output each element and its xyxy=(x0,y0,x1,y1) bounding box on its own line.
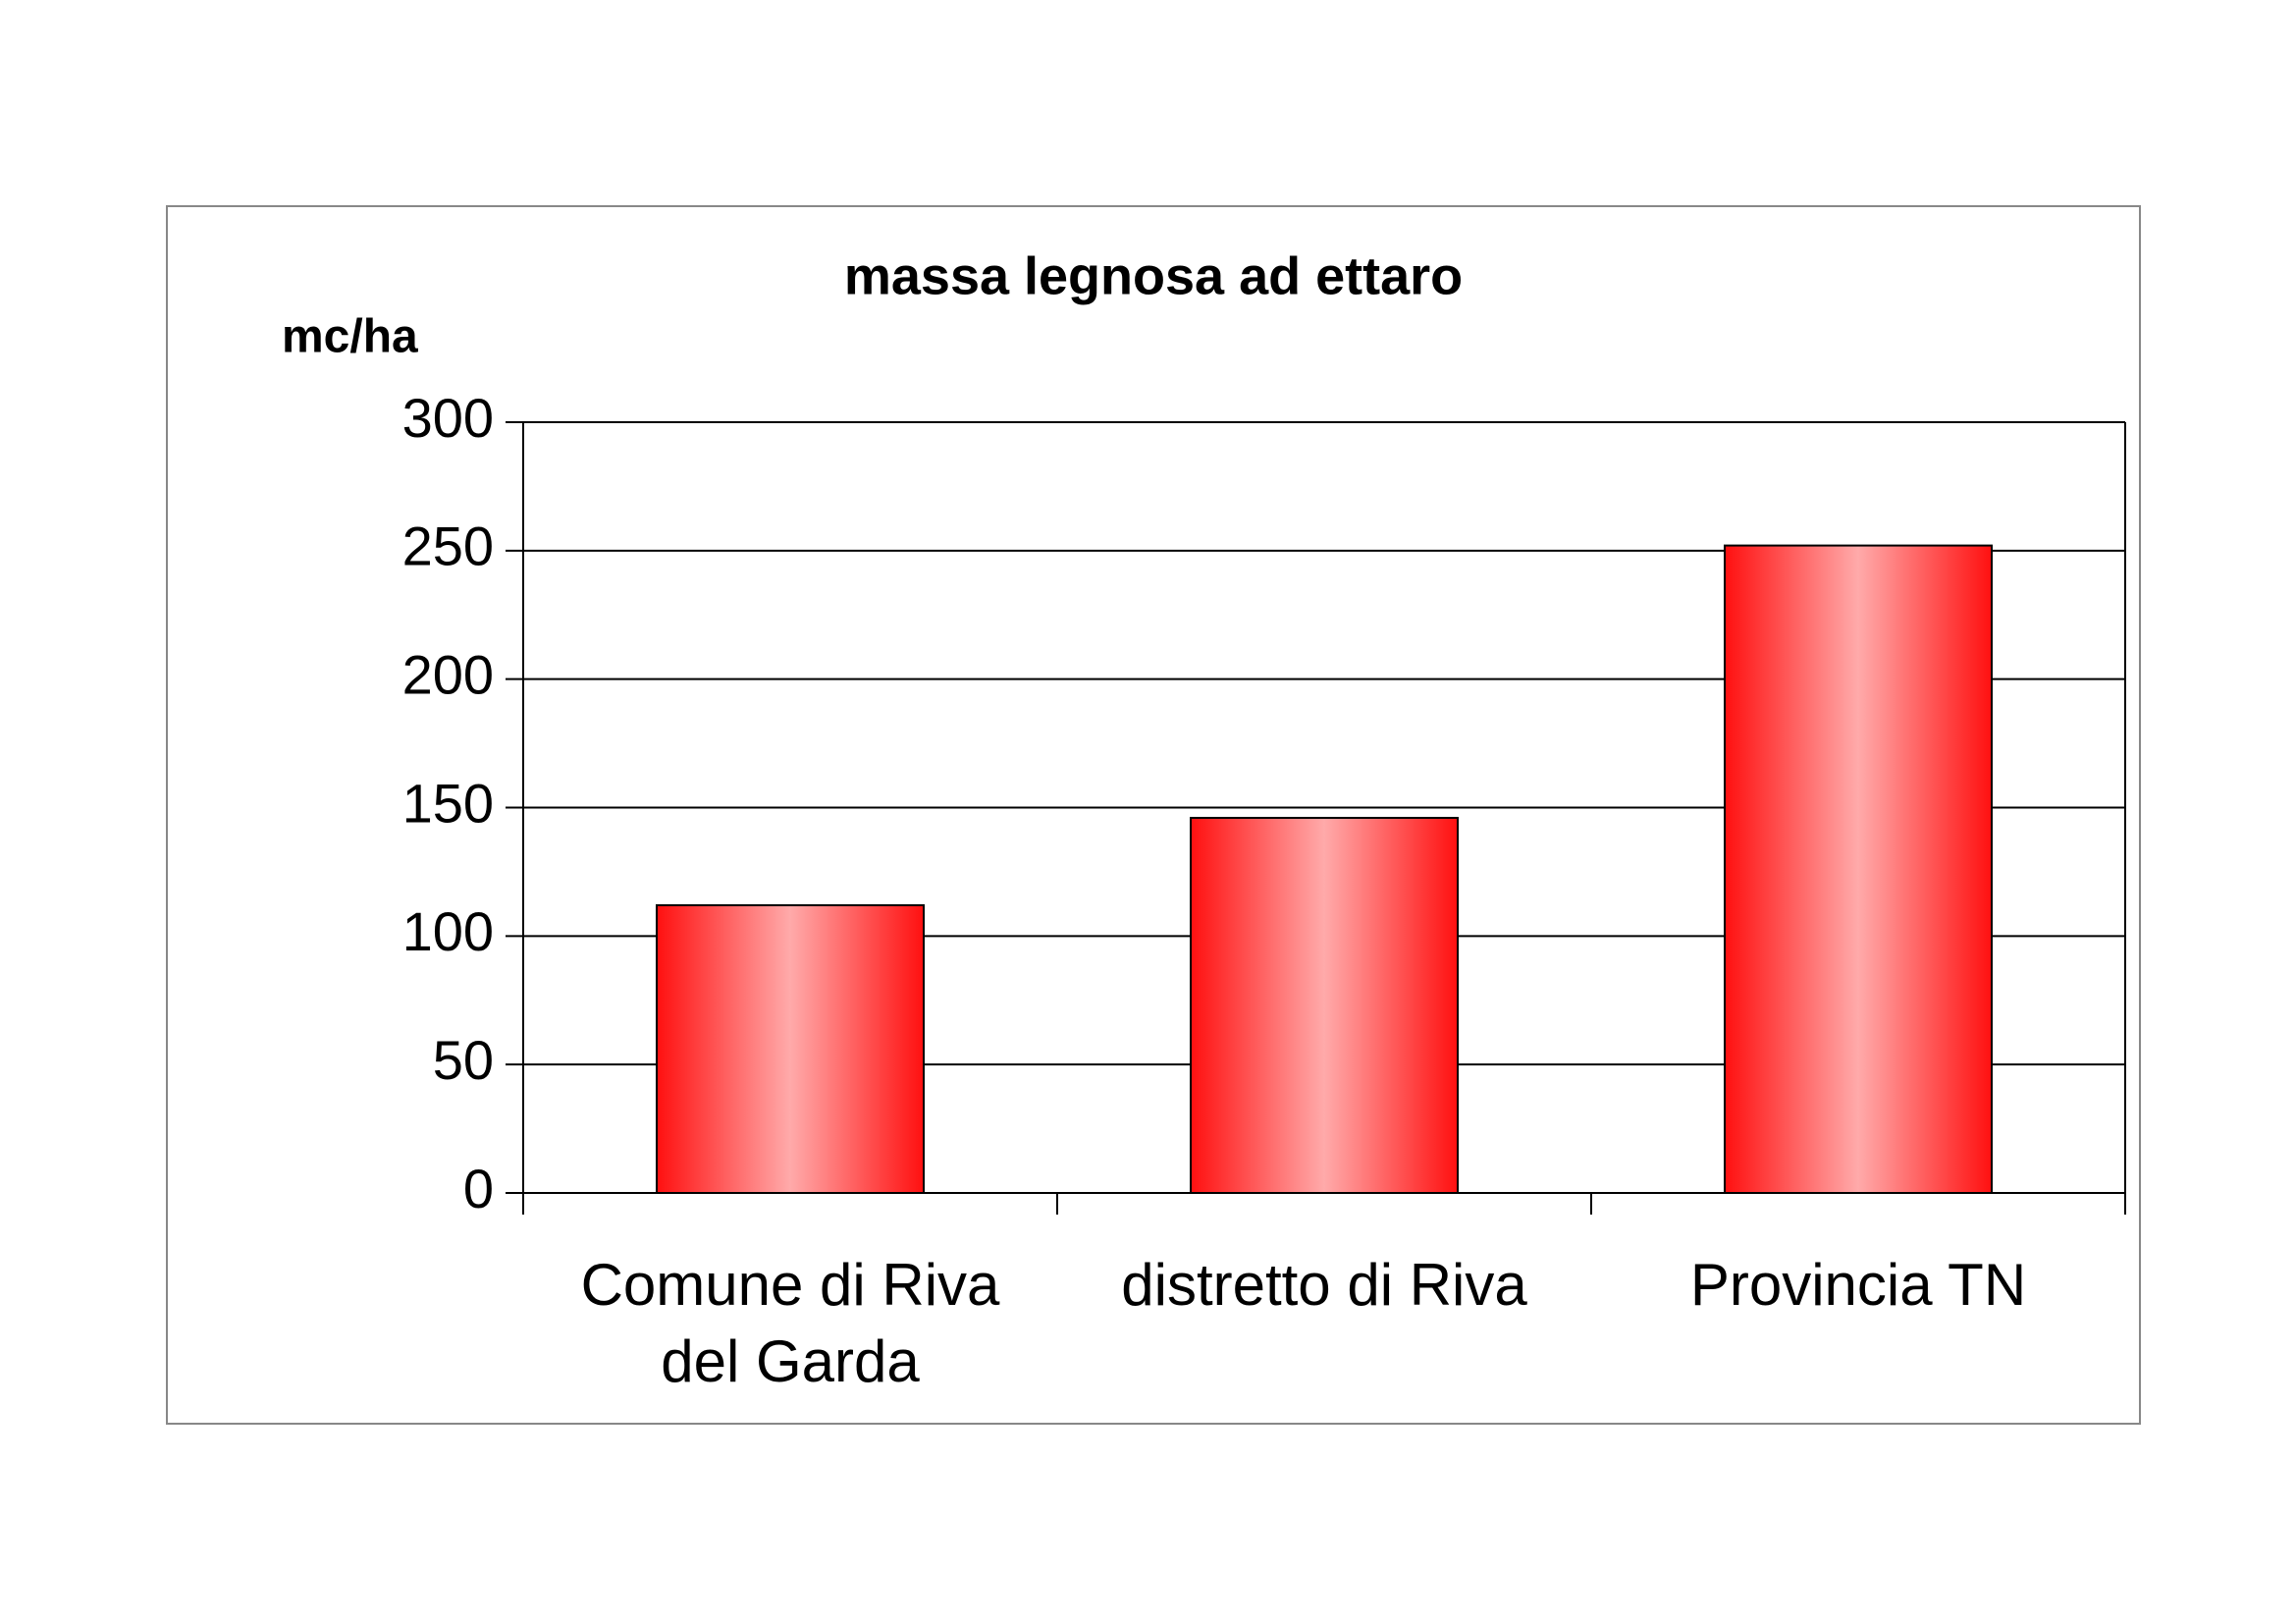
y-tick-label: 150 xyxy=(402,772,494,834)
y-tick-label: 50 xyxy=(433,1029,494,1091)
x-tick-label: Comune di Riva del Garda xyxy=(580,1252,1000,1394)
bar xyxy=(1724,544,1993,1194)
chart-title: massa legnosa ad ettaro xyxy=(844,246,1463,305)
y-tick-label: 100 xyxy=(402,900,494,962)
bar xyxy=(656,903,925,1195)
y-tick-label: 300 xyxy=(402,387,494,449)
y-tick-label: 0 xyxy=(463,1158,494,1219)
bar xyxy=(1190,816,1459,1194)
y-tick-label: 200 xyxy=(402,643,494,705)
x-tick-label: distretto di Riva xyxy=(1121,1252,1527,1318)
y-axis-label: mc/ha xyxy=(282,311,418,363)
x-tick-label: Provincia TN xyxy=(1689,1252,2027,1318)
y-tick-label: 250 xyxy=(402,515,494,577)
